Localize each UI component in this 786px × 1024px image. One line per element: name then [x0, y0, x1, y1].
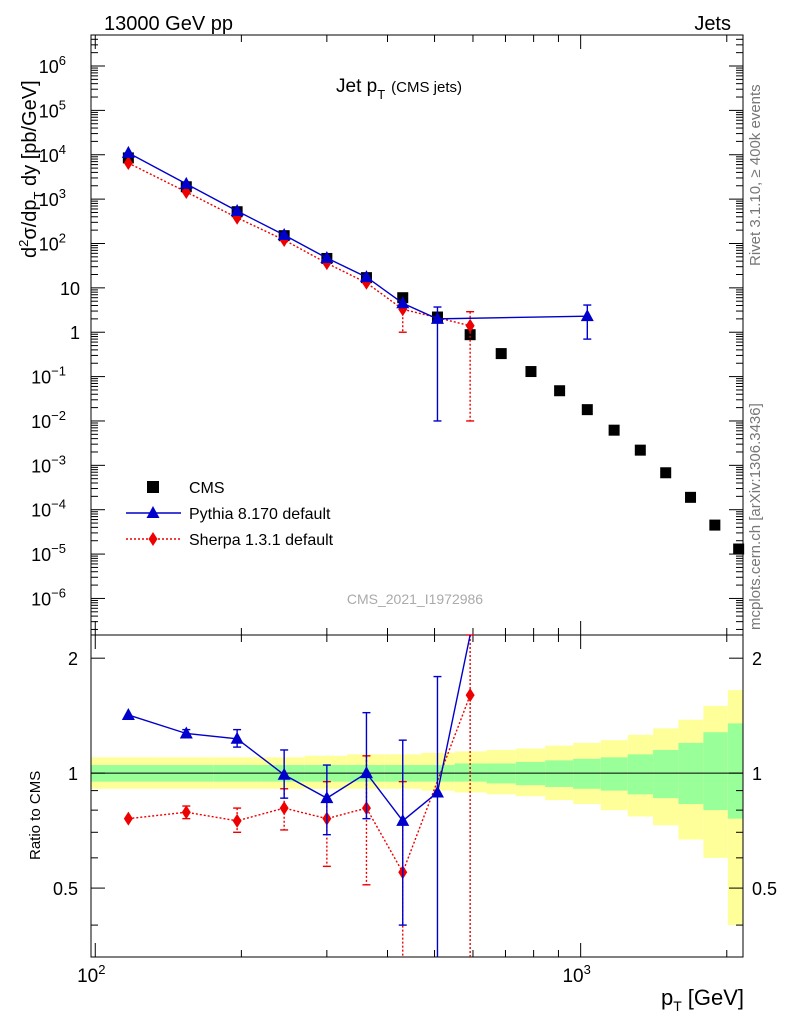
sherpa-marker	[465, 688, 475, 703]
band-inner-bin	[703, 732, 728, 811]
pythia-marker	[580, 309, 594, 322]
chart-title: Jet pT (CMS jets)	[336, 76, 462, 102]
y-tick-label: 10	[60, 279, 80, 299]
sherpa-marker	[123, 811, 133, 826]
side-text-top: Rivet 3.1.10, ≥ 400k events	[747, 84, 764, 266]
uncertainty-band	[91, 690, 743, 926]
pythia-marker	[277, 767, 291, 780]
ratio-y-tick-label: 2	[68, 649, 78, 669]
cms-data-point	[660, 467, 672, 479]
y-tick-label: 10−2	[31, 408, 66, 432]
cms-data-point	[634, 444, 646, 456]
pythia-marker	[179, 176, 193, 189]
legend-label: Sherpa 1.3.1 default	[189, 532, 334, 549]
band-inner-bin	[600, 757, 628, 791]
sherpa-ratio-line	[128, 694, 471, 874]
pythia-marker	[359, 270, 373, 283]
cms-data-point	[733, 543, 745, 555]
legend: CMS Pythia 8.170 default Sherpa 1.3.1 defa…	[126, 480, 334, 549]
band-inner-bin	[545, 760, 574, 787]
x-tick-label: 103	[562, 962, 590, 987]
ratio-y-axis-label: Ratio to CMS	[27, 771, 44, 860]
pythia-marker	[359, 766, 373, 779]
y-tick-label: 106	[39, 53, 66, 77]
pythia-marker	[121, 707, 135, 720]
sherpa-marker	[279, 801, 289, 816]
y-tick-label: 10−6	[31, 585, 66, 609]
pythia-marker	[320, 251, 334, 264]
cms-data-point	[464, 329, 476, 341]
pythia-marker	[179, 726, 193, 739]
header-left: 13000 GeV pp	[104, 13, 233, 35]
legend-label: Pythia 8.170 default	[189, 506, 331, 523]
cms-data-point	[685, 491, 697, 503]
pythia-marker	[146, 506, 160, 518]
cms-data-point	[709, 519, 721, 531]
y-tick-label: 10−4	[31, 497, 66, 521]
pythia-marker	[230, 731, 244, 744]
pythia-ratio-line	[128, 634, 471, 822]
band-inner-bin	[573, 758, 601, 789]
ratio-y-tick-label: 0.5	[53, 879, 78, 899]
band-inner-bin	[627, 754, 654, 795]
y-tick-label: 1	[70, 323, 80, 343]
y-tick-label: 10−3	[31, 452, 66, 476]
sherpa-marker	[465, 318, 475, 333]
y-tick-label: 105	[39, 97, 66, 121]
band-inner-bin	[653, 749, 679, 799]
cms-data-point	[581, 404, 593, 416]
pythia-marker	[277, 228, 291, 241]
legend-label: CMS	[189, 480, 225, 497]
sherpa-marker	[123, 156, 133, 171]
x-axis-label: pT [GeV]	[661, 985, 744, 1014]
pythia-marker	[396, 296, 410, 309]
sherpa-marker	[181, 805, 191, 820]
cms-data-point	[608, 424, 620, 436]
pythia-line	[128, 152, 588, 320]
ratio-y-tick-label-right: 1	[752, 764, 762, 784]
band-inner-bin	[727, 723, 743, 819]
series	[121, 145, 745, 957]
pythia-marker	[320, 791, 334, 804]
y-tick-label: 104	[39, 142, 66, 166]
side-text-bottom: mcplots.cern.ch [arXiv:1306.3436]	[747, 403, 764, 630]
header-right: Jets	[694, 13, 731, 35]
cms-data-point	[554, 385, 566, 397]
watermark: CMS_2021_I1972986	[347, 591, 483, 607]
ratio-y-tick-label-right: 2	[752, 649, 762, 669]
pythia-marker	[121, 145, 135, 158]
pythia-marker	[230, 203, 244, 216]
sherpa-line	[128, 162, 471, 327]
axes-frames: 102 10310610510410310210110−110−210−310−4…	[31, 34, 777, 987]
y-tick-label: 103	[39, 186, 66, 210]
cms-data-point	[525, 366, 537, 378]
pythia-marker	[396, 813, 410, 826]
legend-cms-marker	[147, 481, 159, 493]
x-tick-label: 102	[77, 962, 105, 987]
ratio-y-tick-label-right: 0.5	[752, 879, 777, 899]
sherpa-marker	[148, 532, 158, 546]
pythia-marker	[430, 311, 444, 324]
y-tick-label: 10−5	[31, 541, 66, 565]
y-tick-label: 102	[39, 230, 66, 254]
pythia-marker	[430, 785, 444, 798]
y-tick-label: 10−1	[31, 364, 66, 388]
cms-data-point	[495, 348, 507, 360]
sherpa-marker	[232, 813, 242, 828]
ratio-frame	[90, 634, 744, 958]
ratio-y-tick-label: 1	[68, 764, 78, 784]
